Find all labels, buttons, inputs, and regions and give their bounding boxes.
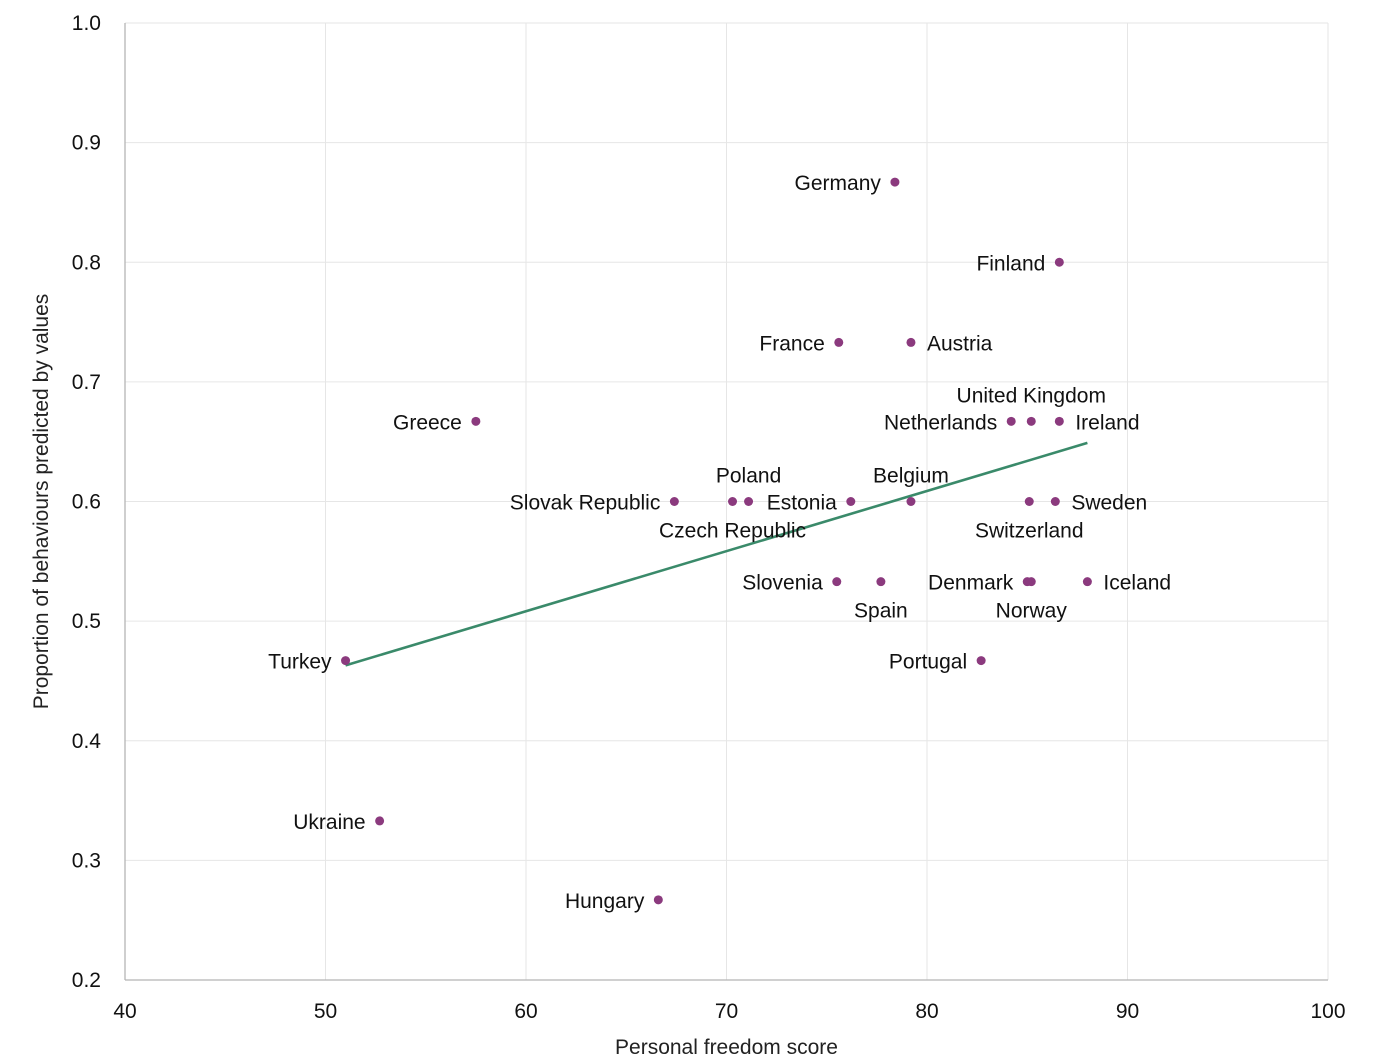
y-axis-title: Proportion of behaviours predicted by va… [30,294,53,710]
point-france [834,337,844,347]
label-sweden: Sweden [1071,492,1147,515]
label-norway: Norway [996,600,1068,623]
y-tick-labels: 0.2 0.3 0.4 0.5 0.6 0.7 0.8 0.9 1.0 [72,12,102,992]
label-slovenia: Slovenia [742,572,823,595]
label-austria: Austria [927,332,993,355]
point-switzerland [1024,497,1034,506]
y-tick-label: 0.8 [72,251,101,274]
point-slovenia [832,577,842,587]
gridlines [124,22,1329,981]
x-tick-label: 50 [314,1000,337,1023]
data-points: Germany Finland France Austria United Kingdo… [268,172,1171,913]
label-greece: Greece [393,411,462,434]
x-axis-title: Personal freedom score [615,1036,838,1059]
point-united-kingdom [1026,416,1036,426]
point-austria [906,337,916,347]
point-ireland [1054,416,1064,426]
point-poland [744,497,754,506]
label-finland: Finland [976,252,1045,275]
label-iceland: Iceland [1103,572,1171,595]
y-tick-label: 0.9 [72,132,101,155]
x-tick-label: 60 [514,1000,537,1023]
label-spain: Spain [854,600,908,623]
y-tick-label: 0.6 [72,491,101,514]
label-germany: Germany [795,172,882,195]
point-norway [1026,577,1036,587]
x-tick-label: 100 [1310,1000,1345,1023]
label-poland: Poland [716,465,781,488]
point-iceland [1082,577,1092,587]
label-switzerland: Switzerland [975,520,1084,543]
label-portugal: Portugal [889,651,967,674]
label-estonia: Estonia [767,492,837,515]
axes [124,23,1328,981]
point-sweden [1050,497,1060,506]
label-ireland: Ireland [1075,411,1139,434]
point-slovak-republic [669,497,679,506]
label-ukraine: Ukraine [293,811,365,834]
label-turkey: Turkey [268,651,332,674]
label-czech-republic: Czech Republic [659,520,806,543]
y-tick-label: 0.3 [72,849,101,872]
point-czech-republic [728,497,738,506]
label-slovak-republic: Slovak Republic [510,492,661,515]
point-greece [471,416,481,426]
point-belgium [906,497,916,506]
x-tick-label: 40 [113,1000,136,1023]
y-tick-label: 1.0 [72,12,101,35]
label-denmark: Denmark [928,572,1014,595]
x-tick-label: 70 [715,1000,738,1023]
y-tick-label: 0.2 [72,969,101,992]
point-turkey [341,656,351,666]
point-estonia [846,497,856,506]
label-france: France [759,332,824,355]
y-tick-label: 0.5 [72,610,101,633]
point-spain [876,577,886,587]
trendline [345,441,1088,667]
point-finland [1054,257,1064,267]
point-germany [890,177,900,187]
point-hungary [653,895,663,905]
x-tick-labels: 40 50 60 70 80 90 100 [113,1000,1345,1023]
label-united-kingdom: United Kingdom [957,384,1106,407]
point-portugal [976,656,986,666]
point-ukraine [375,816,385,826]
x-tick-label: 80 [915,1000,938,1023]
point-netherlands [1006,416,1016,426]
y-tick-label: 0.4 [72,730,102,753]
x-tick-label: 90 [1116,1000,1139,1023]
label-hungary: Hungary [565,890,645,913]
label-belgium: Belgium [873,465,949,488]
label-netherlands: Netherlands [884,411,997,434]
y-tick-label: 0.7 [72,371,101,394]
